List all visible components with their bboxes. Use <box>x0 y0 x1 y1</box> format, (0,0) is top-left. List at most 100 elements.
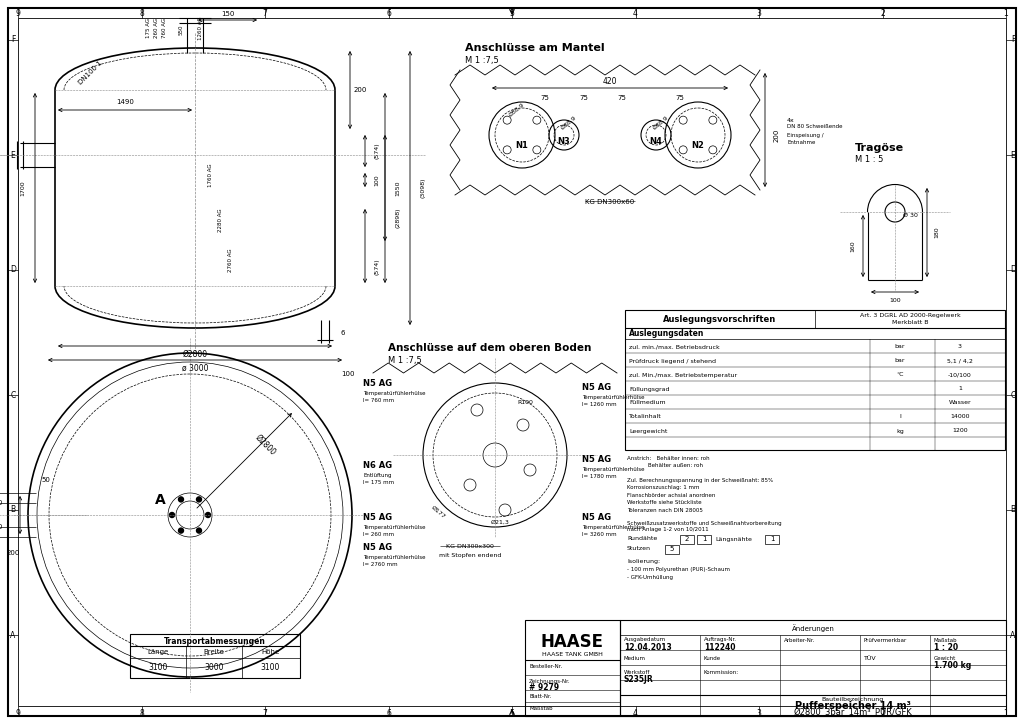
Text: Temperatürfühlerhülse: Temperatürfühlerhülse <box>582 395 644 400</box>
Text: N5 AG: N5 AG <box>582 384 611 392</box>
Text: 1.700 kg: 1.700 kg <box>934 660 971 670</box>
Text: Behälter außen: roh: Behälter außen: roh <box>627 463 703 468</box>
Text: Ø177: Ø177 <box>430 505 446 519</box>
Text: A: A <box>155 493 165 507</box>
Text: Ø2800: Ø2800 <box>253 433 278 457</box>
Text: (2898): (2898) <box>395 208 400 228</box>
Bar <box>525 620 620 716</box>
Text: 1760 AG: 1760 AG <box>208 163 213 187</box>
Text: Ø88,9: Ø88,9 <box>652 115 670 131</box>
Text: 6: 6 <box>341 330 345 336</box>
Text: Maßstab: Maßstab <box>529 705 553 710</box>
Text: Ø2800: Ø2800 <box>182 350 208 358</box>
Bar <box>765 535 779 544</box>
Circle shape <box>197 528 202 533</box>
Text: N2: N2 <box>691 140 705 149</box>
Text: Höhe: Höhe <box>261 649 280 655</box>
Text: B: B <box>1011 505 1016 515</box>
Text: S235JR: S235JR <box>624 675 653 684</box>
Text: 420: 420 <box>603 77 617 86</box>
Text: 3000: 3000 <box>204 663 224 673</box>
Bar <box>665 545 679 554</box>
Text: 5: 5 <box>510 9 514 17</box>
Text: N5 AG: N5 AG <box>582 455 611 465</box>
Text: 2: 2 <box>880 9 885 17</box>
Circle shape <box>178 528 183 533</box>
Text: Besteller-Nr.: Besteller-Nr. <box>529 665 562 670</box>
Text: 100: 100 <box>341 371 354 377</box>
Text: Temperatürfühlerhülse: Temperatürfühlerhülse <box>362 390 426 395</box>
Text: 1200: 1200 <box>952 429 968 434</box>
Text: HAASE: HAASE <box>541 633 603 651</box>
Text: 4: 4 <box>633 709 638 717</box>
Text: Prüfvermerkbar: Prüfvermerkbar <box>864 638 907 642</box>
Text: 210: 210 <box>0 500 3 506</box>
Text: KG DN300x300: KG DN300x300 <box>446 544 494 550</box>
Text: 1 : 20: 1 : 20 <box>934 644 958 652</box>
Text: Transportabmessungen: Transportabmessungen <box>164 636 266 646</box>
Text: 75: 75 <box>617 95 627 101</box>
Text: 100: 100 <box>889 298 901 303</box>
Bar <box>620 620 1006 716</box>
Text: 6: 6 <box>386 9 391 17</box>
Text: Auslegungsvorschriften: Auslegungsvorschriften <box>664 314 776 324</box>
Text: D: D <box>1010 266 1016 274</box>
Text: N3: N3 <box>558 137 570 146</box>
Text: Pufferspeicher 14 m³: Pufferspeicher 14 m³ <box>795 701 911 711</box>
Text: 75: 75 <box>676 95 684 101</box>
Text: Entlüftung: Entlüftung <box>362 473 391 478</box>
Text: Rundähte: Rundähte <box>627 536 657 542</box>
Text: KG DN300x60: KG DN300x60 <box>586 199 635 205</box>
Text: (3098): (3098) <box>421 178 426 198</box>
Text: E: E <box>10 151 15 159</box>
Text: Flanschbörder achsial anordnen: Flanschbörder achsial anordnen <box>627 493 716 498</box>
Text: 12.04.2013: 12.04.2013 <box>624 644 672 652</box>
Text: D: D <box>10 266 16 274</box>
Text: 112240: 112240 <box>705 644 735 652</box>
Text: # 9279: # 9279 <box>529 683 559 692</box>
Text: Merkblatt B: Merkblatt B <box>892 321 928 326</box>
Text: 2280 AG: 2280 AG <box>217 209 222 232</box>
Text: nach Anlage 1-2 von 10/2011: nach Anlage 1-2 von 10/2011 <box>627 528 709 532</box>
Text: A: A <box>1011 631 1016 639</box>
Text: N5 AG: N5 AG <box>362 513 392 521</box>
Bar <box>130 634 300 678</box>
Text: Füllungsgrad: Füllungsgrad <box>629 387 670 392</box>
Text: Zeichnungs-Nr.: Zeichnungs-Nr. <box>529 680 570 684</box>
Text: l: l <box>899 415 901 419</box>
Text: Maßstab: Maßstab <box>934 638 957 642</box>
Text: Kunde: Kunde <box>705 655 721 660</box>
Text: 2: 2 <box>880 709 885 717</box>
Text: Gewicht: Gewicht <box>934 655 956 660</box>
Text: 75: 75 <box>580 95 589 101</box>
Text: Breite: Breite <box>204 649 224 655</box>
Text: (574): (574) <box>375 258 380 275</box>
Text: 160: 160 <box>851 240 855 252</box>
Text: N1: N1 <box>515 140 528 149</box>
Text: N5 AG: N5 AG <box>362 379 392 387</box>
Text: 3: 3 <box>757 9 762 17</box>
Text: 6: 6 <box>386 709 391 717</box>
Text: zul. min./max. Betriebsdruck: zul. min./max. Betriebsdruck <box>629 345 720 350</box>
Text: 4: 4 <box>633 9 638 17</box>
Text: Änderungen: Änderungen <box>792 624 835 632</box>
Text: 200: 200 <box>353 87 367 93</box>
Text: 7: 7 <box>262 709 267 717</box>
Circle shape <box>170 513 174 518</box>
Text: Einspeisung /: Einspeisung / <box>787 132 823 138</box>
Text: Prüfdruck liegend / stehend: Prüfdruck liegend / stehend <box>629 358 716 363</box>
Text: Längsnähte: Längsnähte <box>715 536 752 542</box>
Text: Leergewicht: Leergewicht <box>629 429 668 434</box>
Text: Temperatürfühlerhülse: Temperatürfühlerhülse <box>362 524 426 529</box>
Text: Ø21,3: Ø21,3 <box>490 520 509 524</box>
Text: bar: bar <box>895 345 905 350</box>
Text: Art. 3 DGRL AD 2000-Regelwerk: Art. 3 DGRL AD 2000-Regelwerk <box>859 313 961 318</box>
Text: Füllmedium: Füllmedium <box>629 400 666 405</box>
Text: 200: 200 <box>774 128 780 142</box>
Text: TÜV: TÜV <box>864 655 877 660</box>
Text: 1: 1 <box>1004 709 1009 717</box>
Text: Ø88,9: Ø88,9 <box>560 115 578 131</box>
Text: 260 AG: 260 AG <box>155 18 160 38</box>
Text: 8: 8 <box>139 9 144 17</box>
Text: 50: 50 <box>42 477 50 483</box>
